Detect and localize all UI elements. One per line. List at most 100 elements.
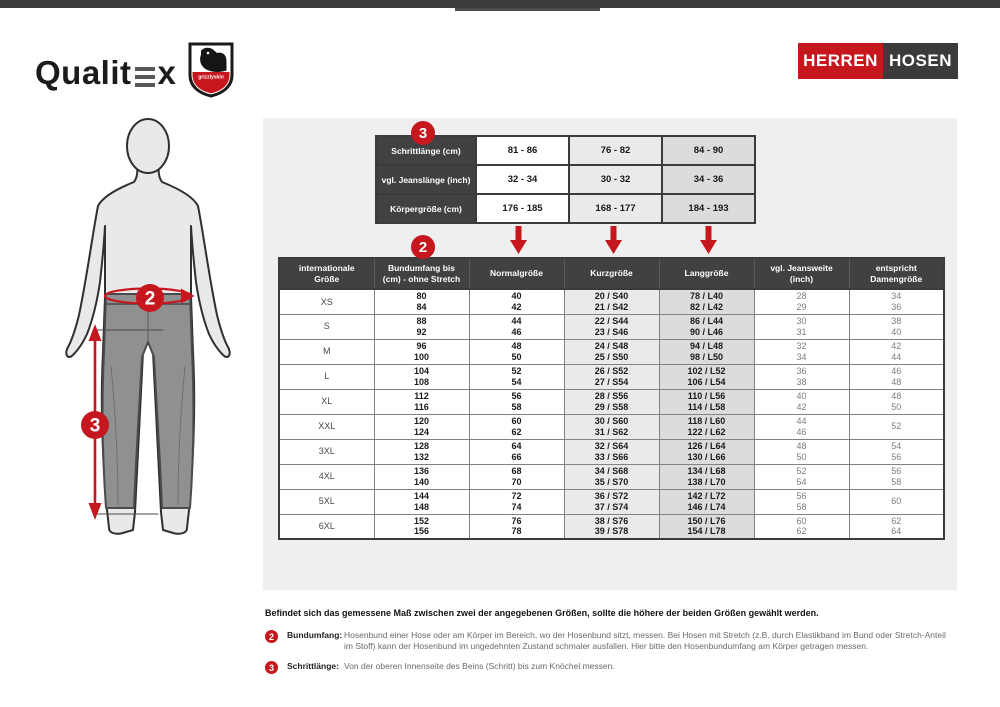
svg-text:2: 2 bbox=[145, 289, 156, 310]
kurz-cell: 36 / S72 37 / S74 bbox=[563, 488, 660, 515]
normal-cell: 72 74 bbox=[468, 488, 565, 515]
svg-text:grizzlyskin: grizzlyskin bbox=[199, 75, 225, 81]
kurz-cell: 32 / S64 33 / S66 bbox=[563, 438, 660, 465]
lang-cell: 110 / L56 114 / L58 bbox=[658, 388, 755, 415]
normal-cell: 40 42 bbox=[468, 288, 565, 315]
size-cell: XL bbox=[278, 388, 375, 415]
length-table-row: Schrittlänge (cm) 81 - 86 76 - 82 84 - 90 bbox=[375, 135, 756, 166]
footnote-row: 2 Bundumfang: Hosenbund einer Hose oder am… bbox=[265, 630, 965, 652]
grizzlyskin-shield-icon: grizzlyskin bbox=[188, 42, 234, 103]
bund-cell: 80 84 bbox=[373, 288, 470, 315]
damen-cell: 48 50 bbox=[848, 388, 945, 415]
length-value-cell: 30 - 32 bbox=[568, 164, 663, 195]
down-arrow-icon bbox=[700, 226, 717, 254]
kurz-cell: 38 / S76 39 / S78 bbox=[563, 513, 660, 540]
normal-cell: 56 58 bbox=[468, 388, 565, 415]
normal-cell: 68 70 bbox=[468, 463, 565, 490]
lang-cell: 134 / L68 138 / L70 bbox=[658, 463, 755, 490]
lang-cell: 126 / L64 130 / L66 bbox=[658, 438, 755, 465]
jeans-cell: 36 38 bbox=[753, 363, 850, 390]
size-table: internationale Größe Bundumfang bis (cm) … bbox=[278, 257, 945, 540]
brand-e-bars-icon bbox=[134, 66, 155, 87]
damen-cell: 52 bbox=[848, 413, 945, 440]
length-value-cell: 168 - 177 bbox=[568, 193, 663, 224]
jeans-cell: 40 42 bbox=[753, 388, 850, 415]
length-value-cell: 76 - 82 bbox=[568, 135, 663, 166]
jeans-cell: 30 31 bbox=[753, 313, 850, 340]
length-value-cell: 34 - 36 bbox=[661, 164, 756, 195]
size-table-row: 3XL 128 132 64 66 32 / S64 33 / S66 126 / L6… bbox=[278, 438, 945, 465]
damen-cell: 34 36 bbox=[848, 288, 945, 315]
bund-cell: 104 108 bbox=[373, 363, 470, 390]
size-table-row: S 88 92 44 46 22 / S44 23 / S46 86 / L44 90 … bbox=[278, 313, 945, 340]
size-table-row: 4XL 136 140 68 70 34 / S68 35 / S70 134 / L6… bbox=[278, 463, 945, 490]
schrittlaenge-badge: 3 bbox=[411, 121, 435, 145]
normal-cell: 60 62 bbox=[468, 413, 565, 440]
down-arrow-icon bbox=[510, 226, 527, 254]
jeans-cell: 56 58 bbox=[753, 488, 850, 515]
size-table-row: XS 80 84 40 42 20 / S40 21 / S42 78 / L40 82… bbox=[278, 288, 945, 315]
pants-shape bbox=[101, 293, 195, 509]
bund-cell: 136 140 bbox=[373, 463, 470, 490]
footnotes: Befindet sich das gemessene Maß zwischen… bbox=[265, 608, 965, 683]
bund-cell: 144 148 bbox=[373, 488, 470, 515]
nav-hosen-button[interactable]: HOSEN bbox=[883, 43, 958, 79]
size-cell: XS bbox=[278, 288, 375, 315]
jeans-cell: 44 46 bbox=[753, 413, 850, 440]
length-table-row: vgl. Jeanslänge (inch) 32 - 34 30 - 32 34 -… bbox=[375, 164, 756, 195]
size-cell: XXL bbox=[278, 413, 375, 440]
size-table-row: 6XL 152 156 76 78 38 / S76 39 / S78 150 / L7… bbox=[278, 513, 945, 540]
length-table-row: Körpergröße (cm) 176 - 185 168 - 177 184 - … bbox=[375, 193, 756, 224]
size-cell: 5XL bbox=[278, 488, 375, 515]
size-cell: 4XL bbox=[278, 463, 375, 490]
normal-cell: 44 46 bbox=[468, 313, 565, 340]
damen-cell: 56 58 bbox=[848, 463, 945, 490]
size-table-row: XXL 120 124 60 62 30 / S60 31 / S62 118 / L6… bbox=[278, 413, 945, 440]
jeans-cell: 52 54 bbox=[753, 463, 850, 490]
bundumfang-badge: 2 bbox=[411, 235, 435, 259]
figure-head bbox=[126, 118, 170, 174]
bund-cell: 96 100 bbox=[373, 338, 470, 365]
size-table-column-header: vgl. Jeansweite (inch) bbox=[753, 257, 850, 290]
normal-cell: 64 66 bbox=[468, 438, 565, 465]
size-table-row: M 96 100 48 50 24 / S48 25 / S50 94 / L48 98… bbox=[278, 338, 945, 365]
damen-cell: 38 40 bbox=[848, 313, 945, 340]
top-accent-bar-tab bbox=[455, 8, 600, 11]
waist-measure-arrow: 2 bbox=[103, 284, 195, 312]
size-table-column-header: entspricht Damengröße bbox=[848, 257, 945, 290]
brand-wordmark-left: Qualit bbox=[35, 53, 132, 91]
damen-cell: 62 64 bbox=[848, 513, 945, 540]
length-value-cell: 184 - 193 bbox=[661, 193, 756, 224]
footnote-label: Bundumfang: bbox=[287, 630, 343, 640]
lang-cell: 78 / L40 82 / L42 bbox=[658, 288, 755, 315]
footnote-label: Schrittlänge: bbox=[287, 661, 339, 671]
jeans-cell: 48 50 bbox=[753, 438, 850, 465]
size-table-row: L 104 108 52 54 26 / S52 27 / S54 102 / L52 … bbox=[278, 363, 945, 390]
kurz-cell: 30 / S60 31 / S62 bbox=[563, 413, 660, 440]
normal-cell: 52 54 bbox=[468, 363, 565, 390]
size-cell: 3XL bbox=[278, 438, 375, 465]
normal-cell: 48 50 bbox=[468, 338, 565, 365]
brand-wordmark-right: x bbox=[157, 53, 177, 91]
top-accent-bar bbox=[0, 0, 1000, 8]
length-value-cell: 84 - 90 bbox=[661, 135, 756, 166]
kurz-cell: 20 / S40 21 / S42 bbox=[563, 288, 660, 315]
kurz-cell: 22 / S44 23 / S46 bbox=[563, 313, 660, 340]
footnote-badge: 2 bbox=[265, 630, 278, 643]
brand-wordmark: Qualit x bbox=[35, 54, 176, 92]
body-figure-illustration: 2 3 bbox=[45, 112, 260, 567]
size-table-column-header: internationale Größe bbox=[278, 257, 375, 290]
size-table-column-header: Kurzgröße bbox=[563, 257, 660, 290]
damen-cell: 42 44 bbox=[848, 338, 945, 365]
body-silhouette bbox=[65, 163, 231, 535]
inseam-measure-arrow: 3 bbox=[81, 324, 109, 520]
size-table-row: 5XL 144 148 72 74 36 / S72 37 / S74 142 / L7… bbox=[278, 488, 945, 515]
kurz-cell: 24 / S48 25 / S50 bbox=[563, 338, 660, 365]
lang-cell: 94 / L48 98 / L50 bbox=[658, 338, 755, 365]
damen-cell: 60 bbox=[848, 488, 945, 515]
brand-logo: Qualit x grizzlyskin bbox=[35, 42, 234, 103]
size-table-column-header: Langgröße bbox=[658, 257, 755, 290]
nav-herren-button[interactable]: HERREN bbox=[798, 43, 883, 79]
lang-cell: 86 / L44 90 / L46 bbox=[658, 313, 755, 340]
